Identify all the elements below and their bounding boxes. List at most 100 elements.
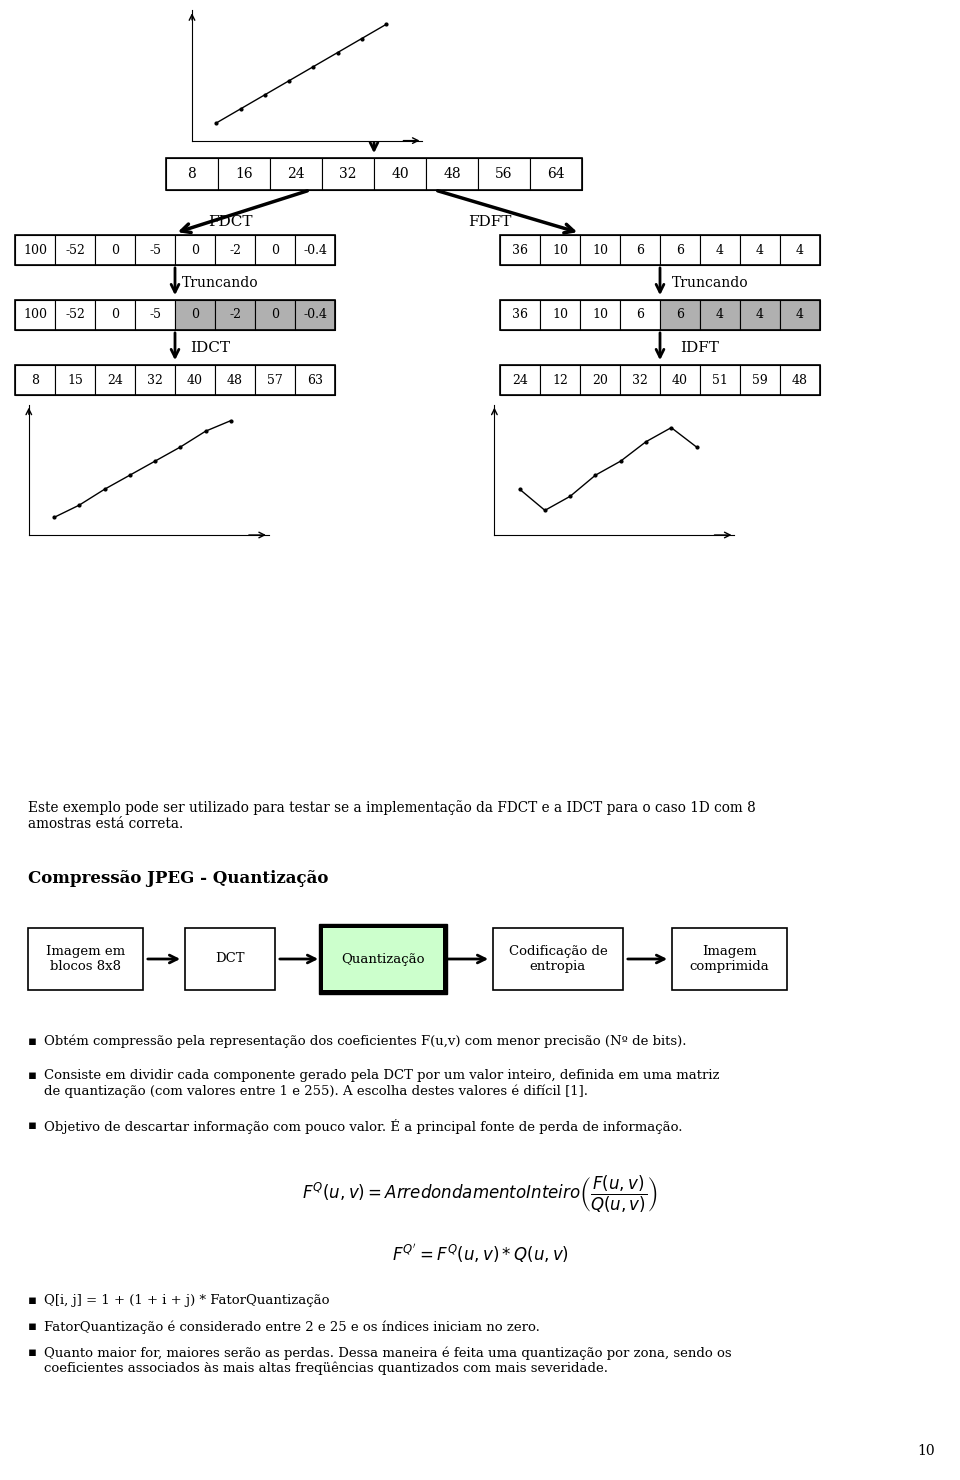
- Text: $F^Q(u,v) = ArredondamentoInteiro\left(\dfrac{F(u,v)}{Q(u,v)}\right)$: $F^Q(u,v) = ArredondamentoInteiro\left(\…: [302, 1174, 658, 1215]
- Text: ▪: ▪: [28, 1069, 37, 1082]
- Bar: [374, 158, 426, 189]
- Bar: [500, 300, 820, 330]
- Text: 48: 48: [227, 373, 243, 386]
- Bar: [740, 235, 780, 265]
- Text: 0: 0: [111, 244, 119, 256]
- Text: Codificação de
entropia: Codificação de entropia: [509, 946, 608, 972]
- Text: 15: 15: [67, 373, 83, 386]
- Text: 0: 0: [191, 244, 199, 256]
- Text: 64: 64: [547, 167, 564, 181]
- Text: 0: 0: [271, 308, 279, 321]
- Text: 12: 12: [552, 373, 568, 386]
- Text: 10: 10: [592, 244, 608, 256]
- Text: 32: 32: [339, 167, 357, 181]
- Text: FDCT: FDCT: [207, 215, 252, 229]
- Bar: [255, 235, 295, 265]
- Bar: [500, 366, 820, 395]
- Bar: [175, 235, 215, 265]
- Bar: [323, 928, 443, 990]
- Bar: [15, 235, 335, 265]
- Text: 24: 24: [512, 373, 528, 386]
- Text: 6: 6: [676, 308, 684, 321]
- Text: Imagem
comprimida: Imagem comprimida: [689, 946, 769, 972]
- Text: 10: 10: [592, 308, 608, 321]
- Bar: [580, 235, 620, 265]
- Bar: [166, 158, 218, 189]
- Text: 57: 57: [267, 373, 283, 386]
- Bar: [295, 235, 335, 265]
- Text: -5: -5: [149, 244, 161, 256]
- Bar: [215, 235, 255, 265]
- Text: 4: 4: [756, 244, 764, 256]
- Text: -0.4: -0.4: [303, 308, 327, 321]
- Bar: [215, 366, 255, 395]
- Text: 24: 24: [287, 167, 305, 181]
- Text: IDFT: IDFT: [681, 340, 719, 355]
- Bar: [478, 158, 530, 189]
- Bar: [540, 300, 580, 330]
- Bar: [620, 300, 660, 330]
- Bar: [95, 366, 135, 395]
- Bar: [55, 300, 95, 330]
- Bar: [660, 235, 700, 265]
- Text: 10: 10: [552, 244, 568, 256]
- Bar: [135, 235, 175, 265]
- Bar: [295, 300, 335, 330]
- Bar: [95, 235, 135, 265]
- Bar: [500, 300, 540, 330]
- Bar: [500, 366, 540, 395]
- Bar: [426, 158, 478, 189]
- Text: 10: 10: [918, 1444, 935, 1458]
- Text: 6: 6: [676, 244, 684, 256]
- Bar: [500, 235, 820, 265]
- Text: ▪: ▪: [28, 1320, 37, 1333]
- Text: Q[i, j] = 1 + (1 + i + j) * FatorQuantização: Q[i, j] = 1 + (1 + i + j) * FatorQuantiz…: [44, 1294, 329, 1307]
- Text: ▪: ▪: [28, 1035, 37, 1048]
- Bar: [322, 158, 374, 189]
- Text: 36: 36: [512, 244, 528, 256]
- Text: -5: -5: [149, 308, 161, 321]
- Text: Este exemplo pode ser utilizado para testar se a implementação da FDCT e a IDCT : Este exemplo pode ser utilizado para tes…: [28, 801, 756, 832]
- Text: DCT: DCT: [215, 953, 245, 965]
- Bar: [15, 366, 335, 395]
- Bar: [540, 366, 580, 395]
- Text: 4: 4: [796, 244, 804, 256]
- Text: 32: 32: [147, 373, 163, 386]
- Bar: [175, 366, 215, 395]
- Text: Obtém compressão pela representação dos coeficientes F(u,v) com menor precisão (: Obtém compressão pela representação dos …: [44, 1035, 686, 1048]
- Bar: [135, 366, 175, 395]
- Bar: [780, 235, 820, 265]
- Text: FatorQuantização é considerado entre 2 e 25 e os índices iniciam no zero.: FatorQuantização é considerado entre 2 e…: [44, 1320, 540, 1333]
- Text: 51: 51: [712, 373, 728, 386]
- Text: ▪: ▪: [28, 1119, 37, 1132]
- Text: 32: 32: [632, 373, 648, 386]
- Text: 4: 4: [716, 244, 724, 256]
- Bar: [28, 928, 143, 990]
- Bar: [580, 300, 620, 330]
- Bar: [295, 366, 335, 395]
- Bar: [215, 300, 255, 330]
- Bar: [500, 235, 540, 265]
- Text: -52: -52: [65, 244, 84, 256]
- Bar: [780, 366, 820, 395]
- Text: -2: -2: [229, 244, 241, 256]
- Text: Truncando: Truncando: [672, 275, 748, 290]
- Bar: [175, 300, 215, 330]
- Text: 16: 16: [235, 167, 252, 181]
- Text: 6: 6: [636, 244, 644, 256]
- Bar: [185, 928, 275, 990]
- Bar: [319, 924, 447, 995]
- Bar: [166, 158, 582, 189]
- Bar: [135, 300, 175, 330]
- Bar: [620, 366, 660, 395]
- Text: 100: 100: [23, 244, 47, 256]
- Text: 24: 24: [108, 373, 123, 386]
- Text: 36: 36: [512, 308, 528, 321]
- Text: Compressão JPEG - Quantização: Compressão JPEG - Quantização: [28, 870, 328, 887]
- Text: 4: 4: [796, 308, 804, 321]
- Bar: [672, 928, 787, 990]
- Text: Truncando: Truncando: [181, 275, 258, 290]
- Text: -2: -2: [229, 308, 241, 321]
- Bar: [15, 300, 335, 330]
- Text: Quantização: Quantização: [341, 953, 424, 965]
